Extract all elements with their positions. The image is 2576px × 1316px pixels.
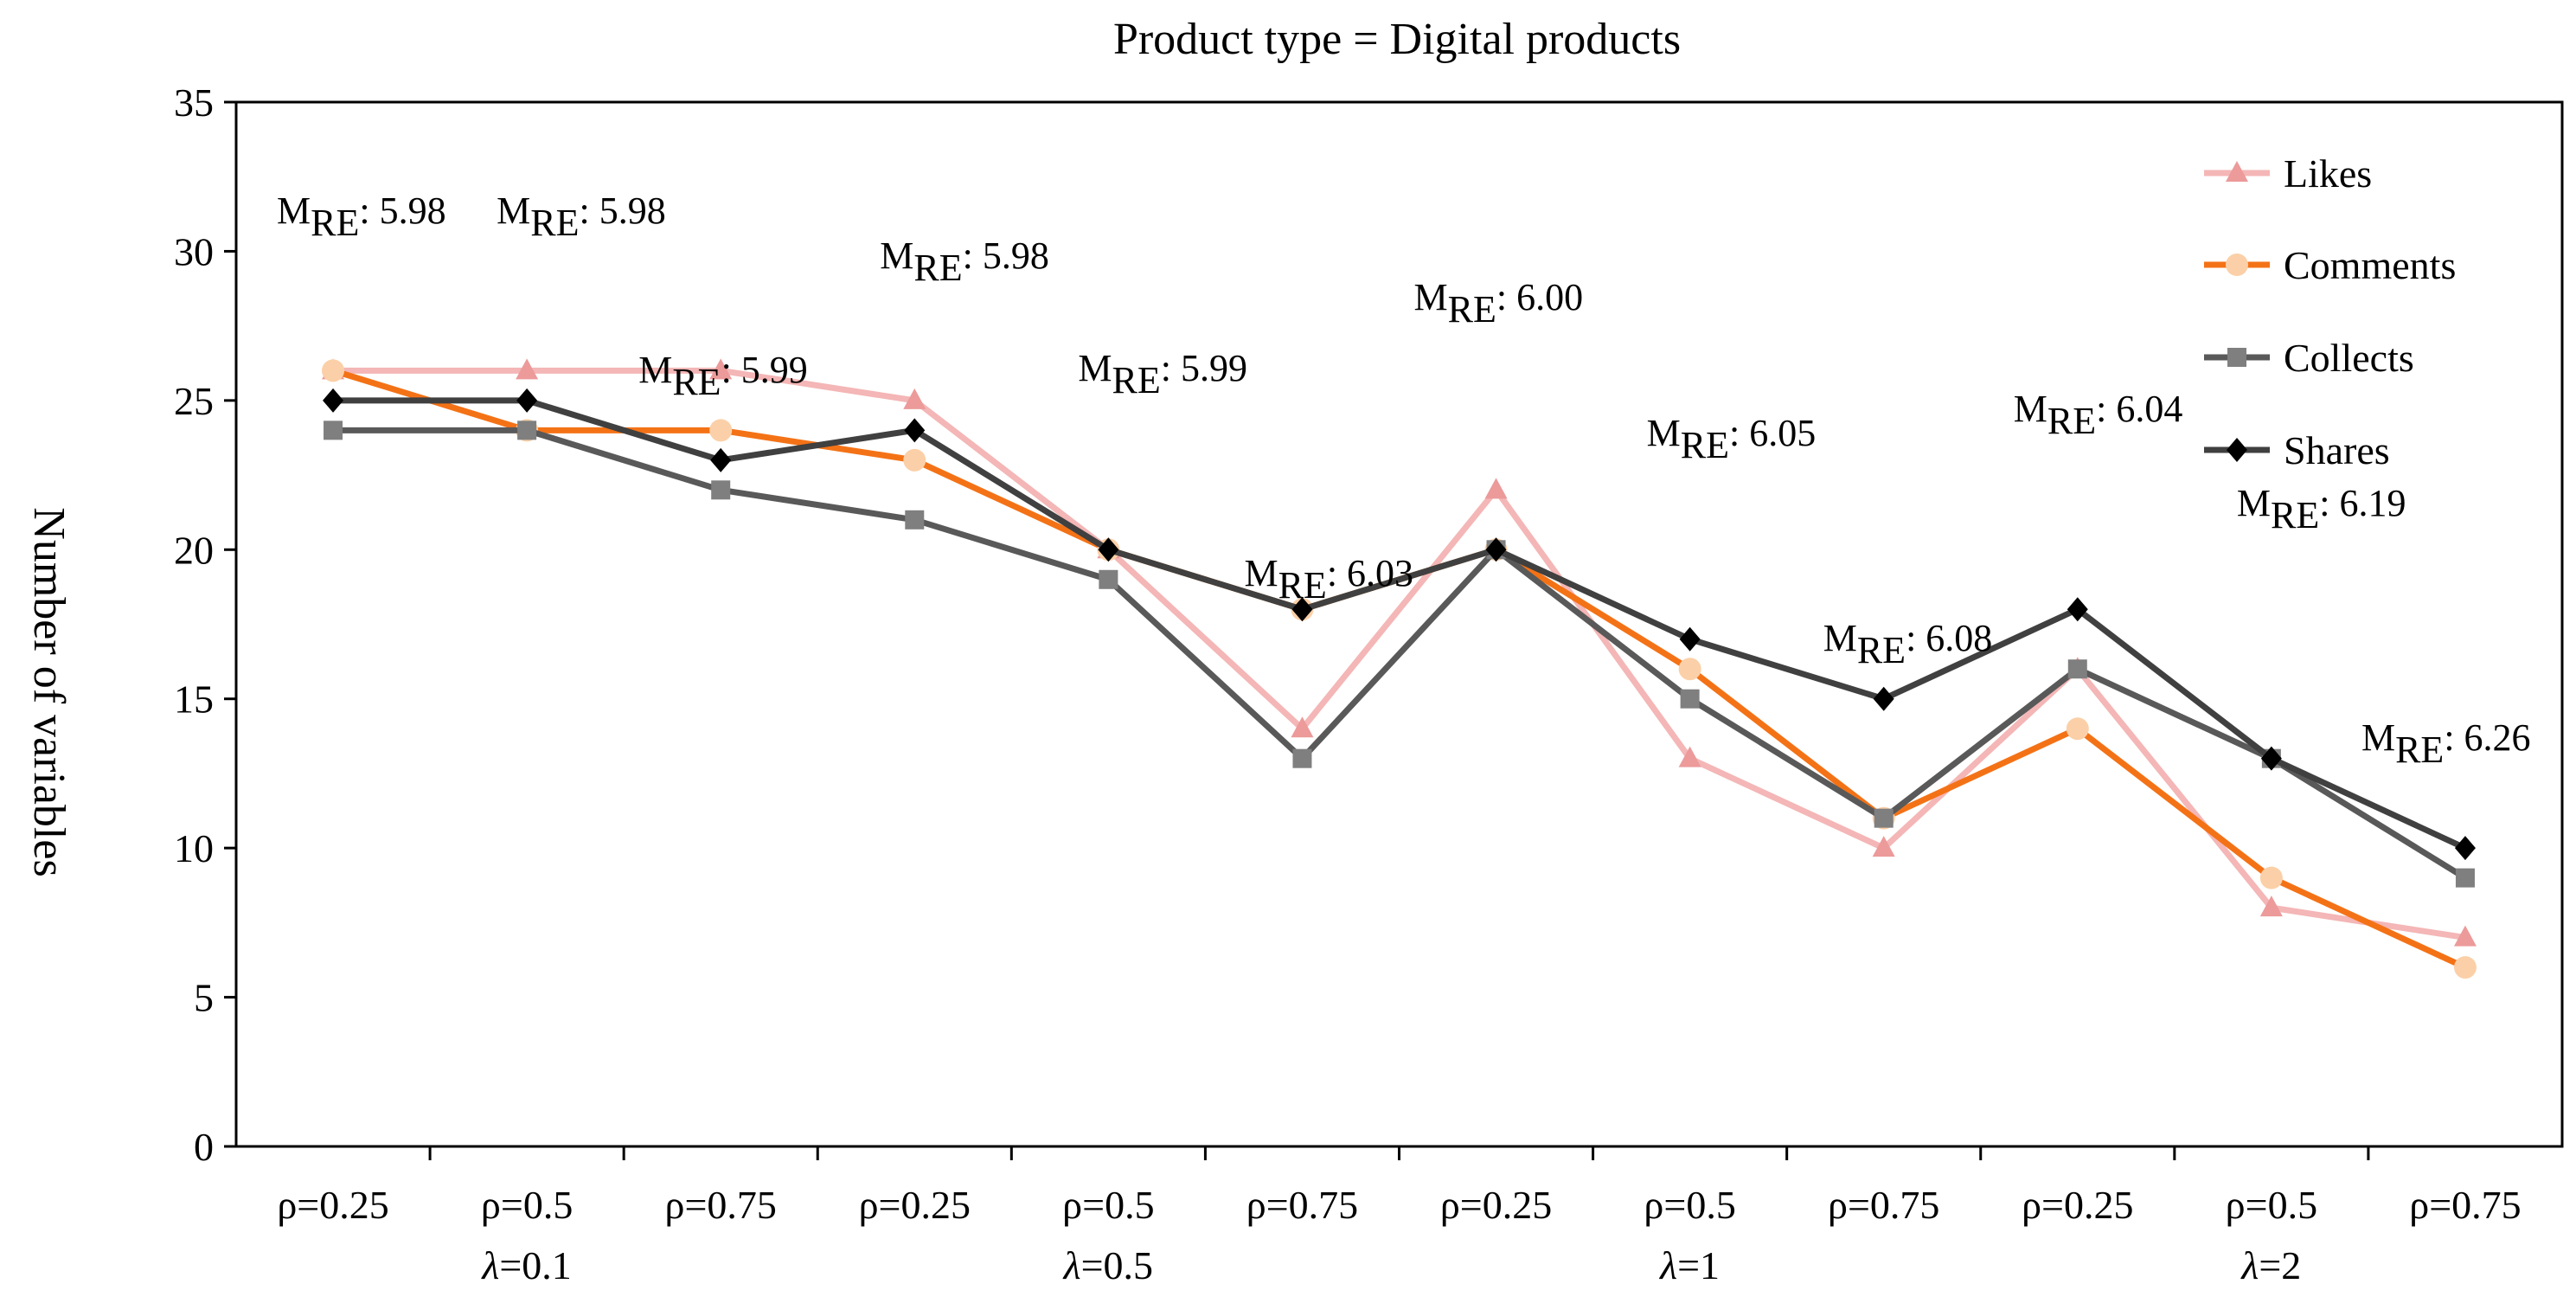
y-tick-label: 30 <box>174 229 214 273</box>
data-point-shares <box>1873 686 1894 711</box>
mre-annotation: MRE: 6.26 <box>2361 716 2531 771</box>
data-point-shares <box>2260 746 2282 771</box>
data-point-comments <box>1678 658 1701 681</box>
data-point-likes <box>1678 746 1701 767</box>
data-point-comments <box>709 419 733 442</box>
data-point-collects <box>517 420 537 440</box>
y-tick-label: 35 <box>174 80 214 125</box>
data-point-collects <box>905 510 925 530</box>
mre-annotation: MRE: 5.99 <box>1078 347 1247 401</box>
mre-annotation: MRE: 5.98 <box>277 189 446 244</box>
mre-annotation: MRE: 6.00 <box>1414 276 1584 331</box>
x-tick-label: ρ=0.5 <box>481 1183 573 1227</box>
mre-annotation: MRE: 6.05 <box>1647 412 1817 466</box>
data-point-likes <box>1484 478 1508 499</box>
mre-annotation: MRE: 5.98 <box>497 189 666 244</box>
x-tick-label: ρ=0.5 <box>1644 1183 1735 1227</box>
data-point-comments <box>322 359 345 382</box>
y-tick-label: 10 <box>174 826 214 870</box>
series-line-shares <box>333 397 2467 851</box>
data-point-shares <box>2454 836 2476 861</box>
x-tick-label: ρ=0.25 <box>1440 1183 1552 1227</box>
data-point-comments <box>2259 866 2283 889</box>
plot-frame <box>234 100 2564 1148</box>
mre-annotation: MRE: 5.98 <box>880 234 1049 289</box>
mre-annotation: MRE: 5.99 <box>638 349 808 403</box>
data-point-collects <box>2067 659 2087 679</box>
x-group-label: λ=1 <box>1658 1243 1720 1287</box>
legend-marker-comments <box>2226 254 2248 276</box>
data-point-shares <box>1485 537 1507 562</box>
legend-label-comments: Comments <box>2284 243 2456 287</box>
series-line-likes <box>333 367 2466 941</box>
x-group-label: λ=2 <box>2240 1243 2301 1287</box>
x-tick-label: ρ=0.25 <box>277 1183 388 1227</box>
x-tick-label: ρ=0.5 <box>2226 1183 2317 1227</box>
data-point-comments <box>903 448 926 472</box>
data-point-shares <box>516 388 538 413</box>
legend-marker-shares <box>2227 438 2247 462</box>
data-point-shares <box>710 447 732 472</box>
series-line-comments <box>332 368 2467 971</box>
data-point-collects <box>711 480 731 500</box>
data-point-shares <box>904 418 926 443</box>
series-line-collects <box>333 427 2467 881</box>
chart-title: Product type = Digital products <box>1113 15 1681 64</box>
mre-annotation: MRE: 6.19 <box>2237 482 2406 536</box>
x-group-label: λ=0.5 <box>1062 1243 1153 1287</box>
data-point-collects <box>1099 569 1118 589</box>
y-tick-label: 25 <box>174 379 214 423</box>
x-tick-label: ρ=0.75 <box>665 1183 777 1227</box>
data-point-collects <box>1874 808 1894 828</box>
legend-label-collects: Collects <box>2284 336 2414 380</box>
data-point-likes <box>2453 925 2477 947</box>
data-point-likes <box>709 358 733 380</box>
y-axis-title: Number of variables <box>24 507 74 876</box>
data-point-likes <box>903 388 926 409</box>
data-point-likes <box>1872 836 1895 857</box>
data-point-likes <box>516 358 539 380</box>
data-point-likes <box>1291 716 1314 738</box>
data-point-shares <box>323 388 344 413</box>
x-group-label: λ=0.1 <box>480 1243 571 1287</box>
x-tick-label: ρ=0.25 <box>859 1183 971 1227</box>
data-point-collects <box>324 420 343 440</box>
legend-label-shares: Shares <box>2284 428 2390 472</box>
x-tick-label: ρ=0.75 <box>2409 1183 2521 1227</box>
x-tick-label: ρ=0.25 <box>2022 1183 2133 1227</box>
data-point-comments <box>2066 717 2089 741</box>
data-point-shares <box>1291 597 1313 622</box>
plot-area: 0 5 10 15 20 25 30 35 ρ=0.25 ρ=0.5 ρ=0.75 ρ=0.25 ρ=0… <box>174 80 2564 1287</box>
y-tick-label: 0 <box>194 1125 214 1169</box>
data-point-comments <box>2453 956 2477 979</box>
mre-annotation: MRE: 6.04 <box>2014 388 2183 442</box>
x-tick-label: ρ=0.5 <box>1062 1183 1154 1227</box>
y-tick-label: 15 <box>174 677 214 722</box>
data-point-collects <box>2455 868 2475 888</box>
data-point-shares <box>1098 537 1119 562</box>
y-tick-label: 20 <box>174 528 214 572</box>
x-tick-label: ρ=0.75 <box>1828 1183 1939 1227</box>
data-point-likes <box>2259 896 2283 917</box>
data-point-collects <box>1292 748 1312 768</box>
x-tick-label: ρ=0.75 <box>1246 1183 1358 1227</box>
legend-label-likes: Likes <box>2284 151 2372 196</box>
legend-marker-collects <box>2227 348 2246 367</box>
data-point-collects <box>1680 689 1700 709</box>
legend-marker-likes <box>2226 161 2248 182</box>
data-point-shares <box>1679 626 1701 652</box>
mre-annotation: MRE: 6.03 <box>1244 552 1413 607</box>
mre-annotation: MRE: 6.08 <box>1823 617 1993 671</box>
y-tick-label: 5 <box>194 976 214 1020</box>
data-point-shares <box>2067 597 2088 622</box>
